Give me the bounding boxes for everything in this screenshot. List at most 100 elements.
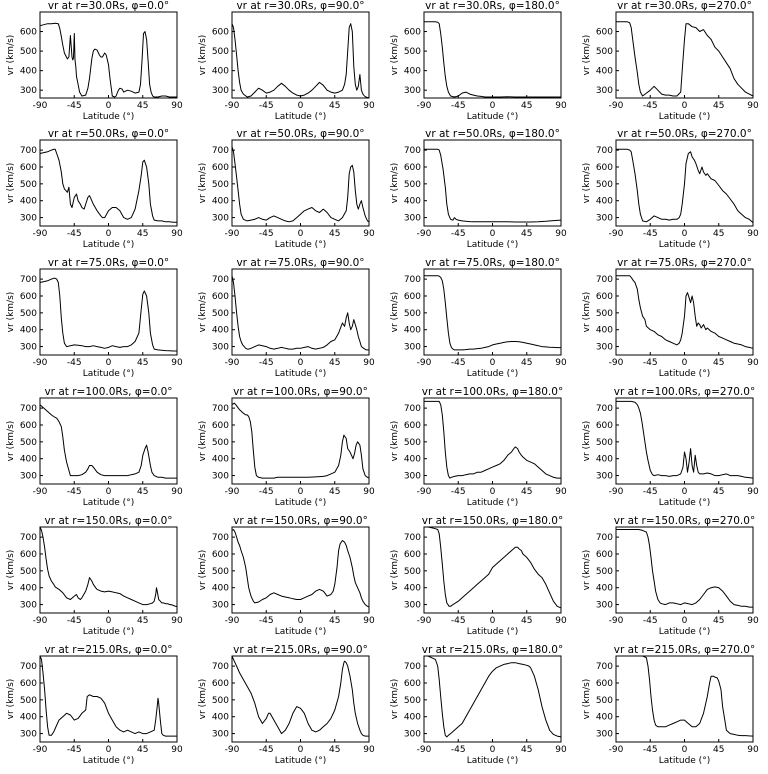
x-tick-label: -90 <box>225 101 240 111</box>
y-tick-label: 700 <box>404 662 421 672</box>
chart-panel-21: vr at r=215.0Rs, φ=0.0° -90 -45 0 45 90 300 400… <box>0 644 190 774</box>
series-line <box>424 526 562 609</box>
y-tick-label: 400 <box>20 584 37 594</box>
y-axis-label: vr (km/s) <box>6 163 16 204</box>
x-axis-label: Latitude (°) <box>467 498 518 508</box>
chart-1: vr at r=30.0Rs, φ=0.0° -90 -45 0 45 90 300 400 5… <box>6 0 183 122</box>
x-tick-label: 0 <box>490 745 496 755</box>
y-tick-label: 600 <box>596 421 613 431</box>
chart-panel-3: vr at r=30.0Rs, φ=180.0° -90 -45 0 45 90 300 40… <box>384 0 574 130</box>
y-tick-label: 300 <box>404 86 421 96</box>
x-tick-label: 90 <box>363 101 375 111</box>
chart-panel-7: vr at r=50.0Rs, φ=180.0° -90 -45 0 45 90 300 40… <box>384 128 574 258</box>
x-tick-label: 90 <box>363 487 375 497</box>
plot-frame <box>615 526 754 614</box>
y-tick-label: 600 <box>212 28 229 38</box>
x-tick-label: -90 <box>225 229 240 239</box>
x-tick-label: -45 <box>259 616 274 626</box>
y-tick-label: 600 <box>212 421 229 431</box>
x-tick-label: -45 <box>643 101 658 111</box>
y-tick-label: 700 <box>596 533 613 543</box>
series-line <box>39 148 177 223</box>
y-axis-label: vr (km/s) <box>390 421 400 462</box>
y-axis-label: vr (km/s) <box>390 292 400 333</box>
y-tick-label: 500 <box>212 180 229 190</box>
plot-frame <box>39 139 178 227</box>
x-tick-label: 0 <box>106 487 112 497</box>
chart-5: vr at r=50.0Rs, φ=0.0° -90 -45 0 45 90 300 400 5… <box>6 128 183 250</box>
x-tick-label: 45 <box>137 229 148 239</box>
x-tick-label: -45 <box>643 487 658 497</box>
y-axis-label: vr (km/s) <box>6 550 16 591</box>
y-tick-label: 300 <box>596 601 613 611</box>
x-tick-label: 90 <box>555 745 567 755</box>
chart-panel-18: vr at r=150.0Rs, φ=90.0° -90 -45 0 45 90 300 40… <box>192 515 382 645</box>
x-axis-label: Latitude (°) <box>275 756 326 766</box>
x-tick-label: 0 <box>298 358 304 368</box>
y-tick-label: 500 <box>596 696 613 706</box>
y-axis-label: vr (km/s) <box>582 35 592 76</box>
plot-frame <box>231 268 370 356</box>
y-tick-label: 300 <box>20 86 37 96</box>
x-tick-label: 90 <box>555 487 567 497</box>
x-tick-label: 90 <box>555 616 567 626</box>
x-tick-label: 0 <box>682 229 688 239</box>
y-tick-label: 700 <box>596 662 613 672</box>
x-tick-label: -90 <box>33 229 48 239</box>
chart-13: vr at r=100.0Rs, φ=0.0° -90 -45 0 45 90 300 400… <box>6 386 183 508</box>
series-line <box>424 655 562 738</box>
y-tick-label: 700 <box>212 533 229 543</box>
chart-panel-1: vr at r=30.0Rs, φ=0.0° -90 -45 0 45 90 300 400 5… <box>0 0 190 130</box>
plot-frame <box>615 397 754 485</box>
y-axis-label: vr (km/s) <box>198 679 208 720</box>
series-line <box>616 21 754 97</box>
x-tick-label: 0 <box>682 101 688 111</box>
y-axis-label: vr (km/s) <box>582 292 592 333</box>
x-tick-label: 0 <box>298 745 304 755</box>
x-tick-label: 90 <box>363 229 375 239</box>
chart-17: vr at r=150.0Rs, φ=0.0° -90 -45 0 45 90 300 400… <box>6 515 183 637</box>
x-axis-label: Latitude (°) <box>659 756 710 766</box>
y-tick-label: 700 <box>212 146 229 156</box>
y-tick-label: 400 <box>596 713 613 723</box>
x-tick-label: 90 <box>171 487 183 497</box>
plot-frame <box>231 11 370 99</box>
y-tick-label: 500 <box>20 180 37 190</box>
chart-panel-2: vr at r=30.0Rs, φ=90.0° -90 -45 0 45 90 300 400… <box>192 0 382 130</box>
x-tick-label: 45 <box>137 358 148 368</box>
chart-title: vr at r=215.0Rs, φ=180.0° <box>422 644 563 656</box>
series-line <box>39 655 177 737</box>
x-tick-label: 0 <box>106 101 112 111</box>
series-line <box>424 148 562 223</box>
y-tick-label: 500 <box>20 47 37 57</box>
y-tick-label: 400 <box>212 197 229 207</box>
x-tick-label: 45 <box>521 745 532 755</box>
x-tick-label: 0 <box>682 616 688 626</box>
chart-title: vr at r=150.0Rs, φ=0.0° <box>44 515 172 527</box>
y-tick-label: 600 <box>20 679 37 689</box>
series-line <box>616 655 754 737</box>
series-line <box>39 277 177 352</box>
chart-title: vr at r=100.0Rs, φ=270.0° <box>614 386 755 398</box>
chart-title: vr at r=30.0Rs, φ=0.0° <box>48 0 169 12</box>
x-tick-label: -90 <box>225 358 240 368</box>
x-tick-label: -45 <box>451 229 466 239</box>
y-tick-label: 300 <box>212 601 229 611</box>
x-tick-label: -45 <box>451 487 466 497</box>
y-tick-label: 500 <box>596 309 613 319</box>
chart-21: vr at r=215.0Rs, φ=0.0° -90 -45 0 45 90 300 400… <box>6 644 183 766</box>
chart-title: vr at r=75.0Rs, φ=270.0° <box>617 257 752 269</box>
y-tick-label: 500 <box>20 567 37 577</box>
chart-23: vr at r=215.0Rs, φ=180.0° -90 -45 0 45 90 300 4… <box>390 644 567 766</box>
y-axis-label: vr (km/s) <box>582 550 592 591</box>
y-tick-label: 600 <box>596 550 613 560</box>
chart-panel-11: vr at r=75.0Rs, φ=180.0° -90 -45 0 45 90 300 40… <box>384 257 574 387</box>
x-tick-label: -90 <box>225 616 240 626</box>
chart-title: vr at r=150.0Rs, φ=90.0° <box>233 515 368 527</box>
y-axis-label: vr (km/s) <box>582 679 592 720</box>
y-tick-label: 300 <box>596 343 613 353</box>
x-tick-label: 0 <box>682 745 688 755</box>
x-tick-label: -45 <box>259 487 274 497</box>
x-tick-label: 0 <box>106 745 112 755</box>
x-tick-label: 45 <box>713 616 724 626</box>
